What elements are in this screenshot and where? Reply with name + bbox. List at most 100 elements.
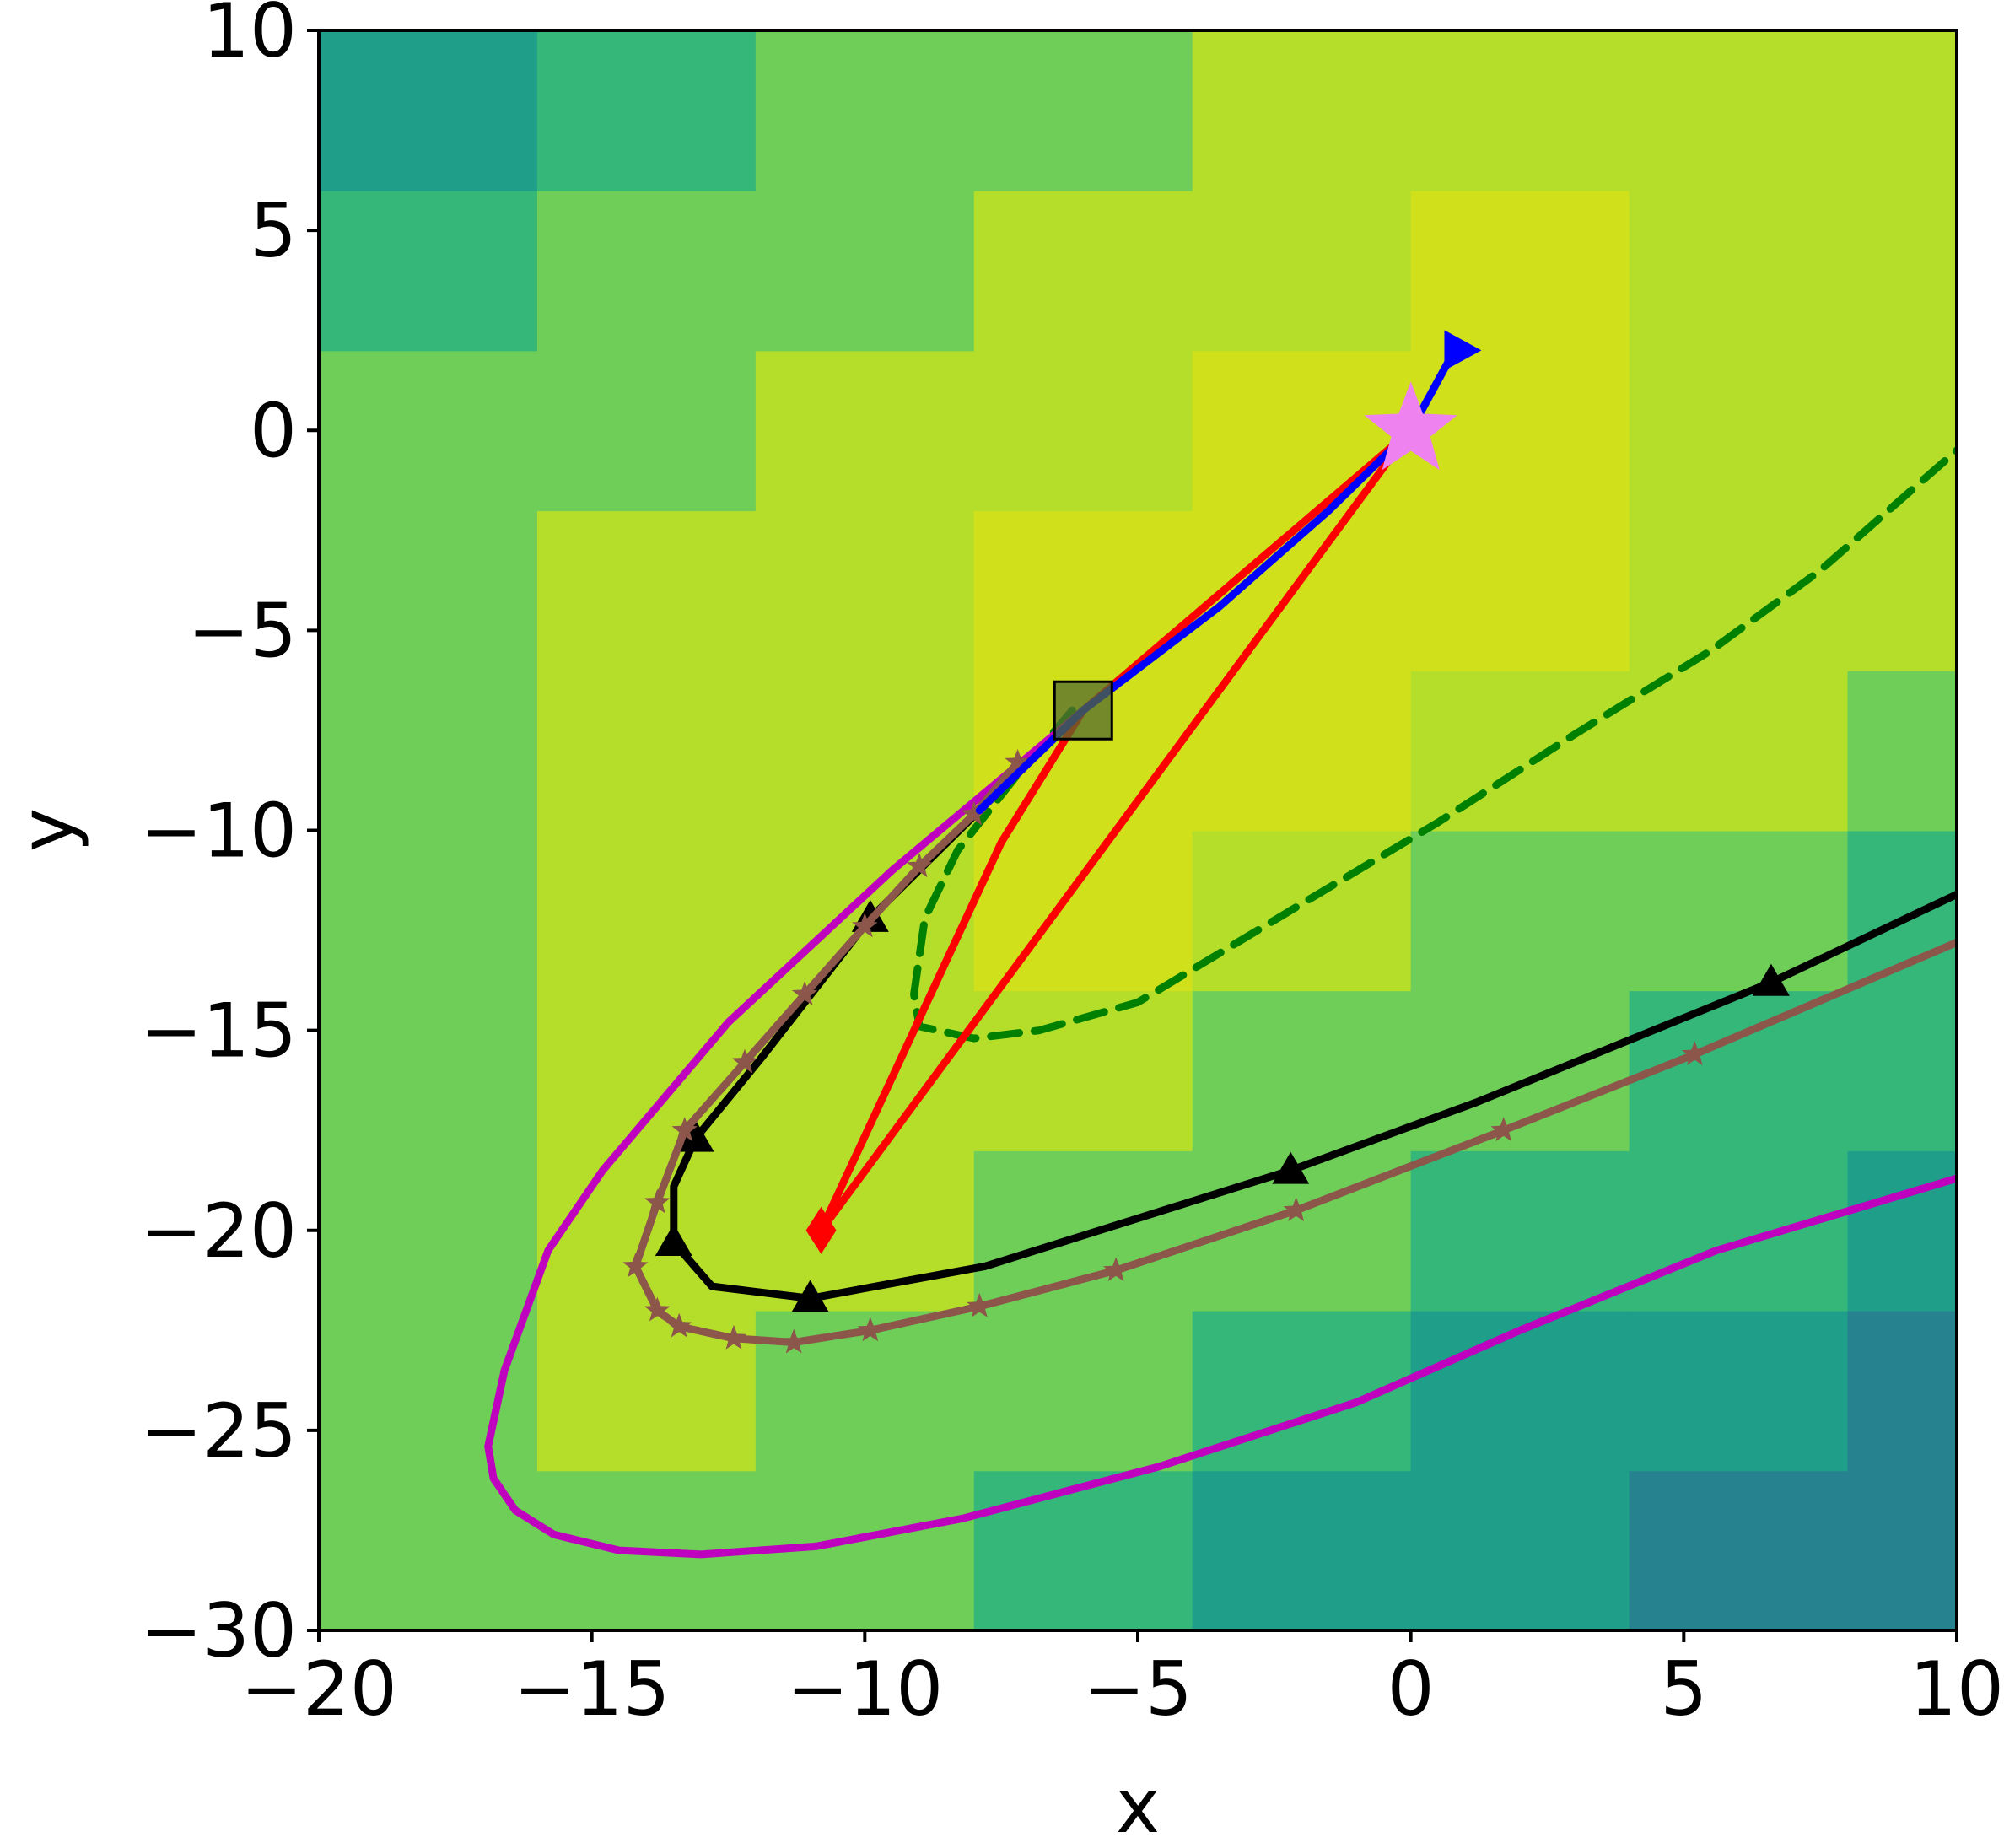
contour-cell: [1847, 990, 1957, 1151]
contour-cell: [319, 1310, 538, 1472]
x-tick-label: −15: [514, 1646, 671, 1732]
contour-cell: [1410, 30, 1630, 191]
contour-cell: [1629, 1310, 1849, 1472]
series-point-3: [655, 1223, 692, 1256]
contour-cell: [1410, 1150, 1630, 1312]
contour-cell: [319, 990, 538, 1151]
series-point-4: [906, 853, 933, 878]
contour-cell: [536, 510, 757, 671]
x-tick-label: 0: [1387, 1646, 1435, 1732]
contour-cell: [973, 1470, 1193, 1630]
contour-cell: [973, 1150, 1193, 1312]
series-point-4: [671, 1117, 698, 1142]
contour-cell: [319, 190, 538, 352]
contour-cell: [319, 1470, 538, 1630]
contour-cell: [536, 670, 757, 832]
contour-cell: [755, 30, 975, 191]
contour-cell: [973, 190, 1193, 352]
contour-cell: [1847, 1470, 1957, 1630]
contour-cell: [1847, 1150, 1957, 1312]
series-point-4: [1102, 1257, 1129, 1282]
x-axis-ticks: −20 −15 −10 −5 0 5 10: [240, 1630, 2004, 1732]
series-point-4: [791, 980, 818, 1005]
contour-cell: [1192, 670, 1412, 832]
contour-cell: [319, 30, 538, 191]
series-point-4: [644, 1188, 671, 1214]
special-marker-right-triangle: [1444, 330, 1482, 371]
x-tick-label: 5: [1660, 1646, 1707, 1732]
series-line-2: [484, 706, 1957, 1559]
contour-cell: [1410, 350, 1630, 512]
series-point-3: [1752, 963, 1790, 996]
series-point-4: [720, 1324, 747, 1350]
contour-cell: [1410, 830, 1630, 992]
y-tick-label: −30: [140, 1587, 297, 1674]
contour-cell: [1629, 830, 1849, 992]
y-tick-label: 10: [202, 0, 297, 74]
contour-cell: [1410, 670, 1630, 832]
contour-cell: [1629, 350, 1849, 512]
series-point-3: [791, 1280, 829, 1312]
contour-cell: [319, 510, 538, 671]
contour-cell: [755, 1150, 975, 1312]
special-marker-diamond: [805, 1206, 837, 1254]
series-point-4: [967, 1292, 993, 1317]
contour-background: [319, 30, 1957, 1630]
x-tick-label: −5: [1083, 1646, 1193, 1732]
y-tick-label: −20: [140, 1188, 297, 1274]
series-point-4: [857, 1317, 883, 1342]
y-tick-label: −10: [140, 788, 297, 875]
y-tick-label: 0: [250, 387, 297, 474]
y-axis-label: y: [3, 808, 90, 852]
contour-cell: [536, 350, 757, 512]
contour-cell: [536, 990, 757, 1151]
contour-cell: [1629, 990, 1849, 1151]
y-tick-label: 5: [250, 187, 297, 274]
series-point-4: [961, 800, 987, 826]
series-point-4: [852, 913, 878, 938]
y-tick-label: −15: [140, 988, 297, 1075]
contour-cell: [1629, 510, 1849, 671]
contour-cell: [1847, 510, 1957, 671]
contour-cell: [1629, 1150, 1849, 1312]
contour-cell: [1847, 350, 1957, 512]
x-tick-label: −10: [786, 1646, 943, 1732]
contour-cell: [973, 350, 1193, 512]
contour-cell: [1192, 990, 1412, 1151]
series-point-4: [781, 1328, 807, 1354]
contour-cell: [1629, 30, 1849, 191]
contour-cell: [536, 830, 757, 992]
contour-cell: [755, 190, 975, 352]
special-markers: [805, 330, 1482, 1254]
x-tick-label: 10: [1910, 1646, 2004, 1732]
contour-cell: [1410, 1470, 1630, 1630]
contour-cell: [1629, 670, 1849, 832]
contour-cell: [973, 30, 1193, 191]
contour-cell: [1847, 190, 1957, 352]
series-point-4: [1283, 1197, 1309, 1221]
contour-cell: [1192, 30, 1412, 191]
special-marker-star: [1364, 381, 1457, 471]
y-tick-label: −25: [140, 1387, 297, 1474]
y-axis-ticks: −30 −25 −20 −15 −10 −5 0 5 10: [140, 0, 319, 1674]
contour-cell: [1192, 350, 1412, 512]
x-axis-label: x: [1116, 1763, 1160, 1848]
contour-cell: [1410, 190, 1630, 352]
series-line-1: [817, 426, 1415, 1235]
series-line-4: [632, 758, 1957, 1346]
contour-cell: [1192, 830, 1412, 992]
contour-cell: [1192, 190, 1412, 352]
series-line-0: [910, 446, 1957, 1043]
series-point-3: [1272, 1151, 1310, 1184]
series-point-4: [1005, 748, 1031, 773]
series-point-4: [666, 1312, 692, 1338]
contour-cell: [1410, 510, 1630, 671]
contour-cell: [973, 1310, 1193, 1472]
contour-cell: [973, 830, 1193, 992]
contour-cell: [319, 670, 538, 832]
x-tick-label: −20: [240, 1646, 397, 1732]
y-tick-label: −5: [187, 587, 297, 674]
special-marker-square: [1053, 680, 1113, 741]
contour-cell: [1629, 190, 1849, 352]
